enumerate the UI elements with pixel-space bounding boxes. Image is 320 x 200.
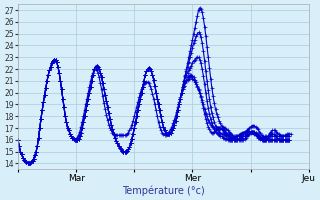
X-axis label: Température (°c): Température (°c) xyxy=(122,185,205,196)
